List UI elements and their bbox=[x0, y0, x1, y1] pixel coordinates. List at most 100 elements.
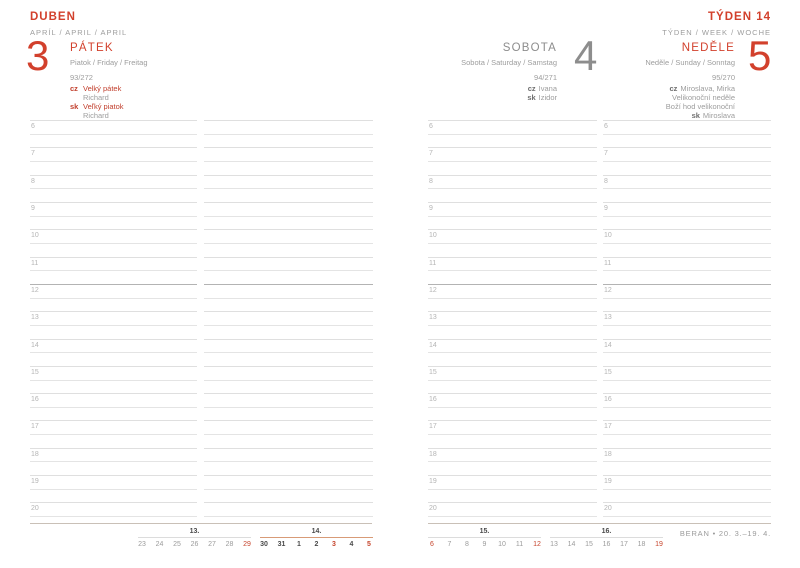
day-header-friday: PÁTEK Piatok / Friday / Freitag 93/272 bbox=[70, 42, 148, 82]
mini-calendar-left: 13. 23 24 25 26 27 28 29 14. 30 31 1 2 3 4 5 bbox=[138, 528, 373, 548]
hour-slot-17: 17 bbox=[30, 420, 197, 447]
hour-slot-12: 12 bbox=[30, 283, 197, 311]
hour-label: 17 bbox=[604, 423, 612, 431]
hour-slot-19: 19 bbox=[603, 475, 771, 502]
note-line: Richard bbox=[70, 93, 124, 102]
hour-slot-10 bbox=[204, 229, 373, 256]
hour-grid-friday: 6 7 8 9 10 11 12 13 14 15 16 17 18 19 20 bbox=[30, 120, 197, 530]
note-text: Veľký piatok bbox=[83, 102, 124, 111]
day-header-saturday: SOBOTA Sobota / Saturday / Samstag 94/27… bbox=[461, 42, 557, 82]
day-number-sunday: 5 bbox=[748, 32, 772, 79]
note-text: Izidor bbox=[538, 93, 557, 102]
hour-slot-20 bbox=[204, 502, 373, 529]
mini-calendar-right: 15. 6 7 8 9 10 11 12 16. 13 14 15 16 17 18 19 bbox=[428, 528, 663, 548]
week-header: TÝDEN 14 TÝDEN / WEEK / WOCHE bbox=[662, 11, 771, 37]
note-line: cz Ivana bbox=[527, 84, 557, 93]
minical-day: 29 bbox=[243, 541, 251, 548]
locale-prefix: sk bbox=[527, 93, 536, 102]
note-line: cz Miroslava, Mirka bbox=[663, 84, 735, 93]
hour-slot-6 bbox=[204, 120, 373, 147]
minical-day: 10 bbox=[498, 541, 506, 548]
week-title: TÝDEN 14 bbox=[708, 11, 771, 23]
note-text: Miroslava, Mirka bbox=[680, 84, 735, 93]
holiday-notes-friday: cz Velký pátek Richard sk Veľký piatok Richar… bbox=[70, 84, 124, 120]
hour-slot-10: 10 bbox=[30, 229, 197, 256]
month-subtitle: APRÍL / APRIL / APRIL bbox=[30, 28, 128, 37]
hour-label: 6 bbox=[31, 123, 35, 130]
hour-slot-16: 16 bbox=[30, 393, 197, 420]
minical-day: 30 bbox=[260, 541, 268, 548]
hour-label: 19 bbox=[429, 478, 437, 486]
hour-label: 14 bbox=[429, 341, 437, 349]
hour-slot-6: 6 bbox=[30, 120, 197, 147]
hour-label: 11 bbox=[604, 259, 612, 267]
minical-week-13: 13. 23 24 25 26 27 28 29 bbox=[138, 528, 251, 548]
day-of-year-friday: 93/272 bbox=[70, 73, 93, 82]
note-text: Ivana bbox=[538, 84, 557, 93]
minical-day: 24 bbox=[155, 541, 164, 548]
minical-day: 19 bbox=[655, 541, 663, 548]
hour-grid-saturday: 6 7 8 9 10 11 12 13 14 15 16 17 18 19 20 bbox=[428, 120, 597, 530]
minical-week-underline bbox=[260, 537, 373, 538]
hour-label: 7 bbox=[31, 150, 35, 158]
hour-slot-7 bbox=[204, 147, 373, 174]
hour-label: 10 bbox=[31, 232, 39, 240]
day-of-year-sunday: 95/270 bbox=[712, 73, 735, 82]
hour-slot-10: 10 bbox=[428, 229, 597, 256]
minical-days-row: 13 14 15 16 17 18 19 bbox=[550, 541, 663, 548]
hour-slot-15: 15 bbox=[30, 365, 197, 393]
month-title: DUBEN bbox=[30, 11, 76, 23]
locale-prefix: sk bbox=[70, 102, 79, 111]
minical-day: 27 bbox=[208, 541, 216, 548]
minical-week-underline bbox=[428, 537, 541, 538]
hour-label: 19 bbox=[604, 478, 612, 486]
hour-slot-17 bbox=[204, 420, 373, 447]
minical-day: 6 bbox=[430, 541, 434, 548]
day-name-friday: PÁTEK bbox=[70, 42, 114, 54]
hour-label: 18 bbox=[429, 450, 437, 458]
note-line: sk Miroslava bbox=[663, 111, 735, 120]
minical-day: 2 bbox=[314, 541, 319, 548]
minical-day: 17 bbox=[620, 541, 628, 548]
hour-label: 20 bbox=[31, 505, 39, 513]
hour-slot-12: 12 bbox=[603, 283, 771, 311]
hour-slot-19: 19 bbox=[30, 475, 197, 502]
minical-days-row: 23 24 25 26 27 28 29 bbox=[138, 541, 251, 548]
hour-slot-18: 18 bbox=[603, 447, 771, 475]
hour-label: 7 bbox=[429, 150, 433, 158]
hour-label: 20 bbox=[429, 505, 437, 513]
note-line: sk Izidor bbox=[527, 93, 557, 102]
hour-label: 8 bbox=[31, 177, 35, 185]
locale-prefix: sk bbox=[691, 111, 700, 120]
hour-slot-16: 16 bbox=[428, 393, 597, 420]
right-page-bottom-rule bbox=[428, 523, 771, 524]
hour-slot-20: 20 bbox=[428, 502, 597, 529]
minical-week-15: 15. 6 7 8 9 10 11 12 bbox=[428, 528, 541, 548]
hour-slot-19 bbox=[204, 475, 373, 502]
locale-prefix: cz bbox=[669, 84, 678, 93]
hour-label: 13 bbox=[31, 314, 39, 322]
hour-label: 20 bbox=[604, 505, 612, 513]
minical-day: 14 bbox=[567, 541, 576, 548]
day-of-year-saturday: 94/271 bbox=[534, 73, 557, 82]
hour-label: 16 bbox=[604, 396, 612, 404]
hour-label: 18 bbox=[604, 450, 612, 458]
minical-day: 4 bbox=[349, 541, 354, 548]
day-subtitle-saturday: Sobota / Saturday / Samstag bbox=[461, 58, 557, 67]
hour-slot-8 bbox=[204, 174, 373, 202]
minical-day: 18 bbox=[637, 541, 646, 548]
minical-day: 31 bbox=[277, 541, 286, 548]
hour-slot-16 bbox=[204, 393, 373, 420]
hour-slot-13: 13 bbox=[30, 311, 197, 338]
locale-prefix: cz bbox=[70, 84, 78, 93]
day-number-friday: 3 bbox=[26, 32, 50, 79]
day-name-sunday: NEDĚLE bbox=[681, 42, 735, 54]
minical-week-14: 14. 30 31 1 2 3 4 5 bbox=[260, 528, 373, 548]
name-day-notes-saturday: cz Ivana sk Izidor bbox=[527, 84, 557, 102]
hour-slot-13 bbox=[204, 311, 373, 338]
hour-label: 13 bbox=[429, 314, 437, 322]
hour-grid-sunday: 6 7 8 9 10 11 12 13 14 15 16 17 18 19 20 bbox=[603, 120, 771, 530]
hour-label: 9 bbox=[31, 204, 35, 212]
note-text: Velikonoční neděle bbox=[672, 93, 735, 102]
